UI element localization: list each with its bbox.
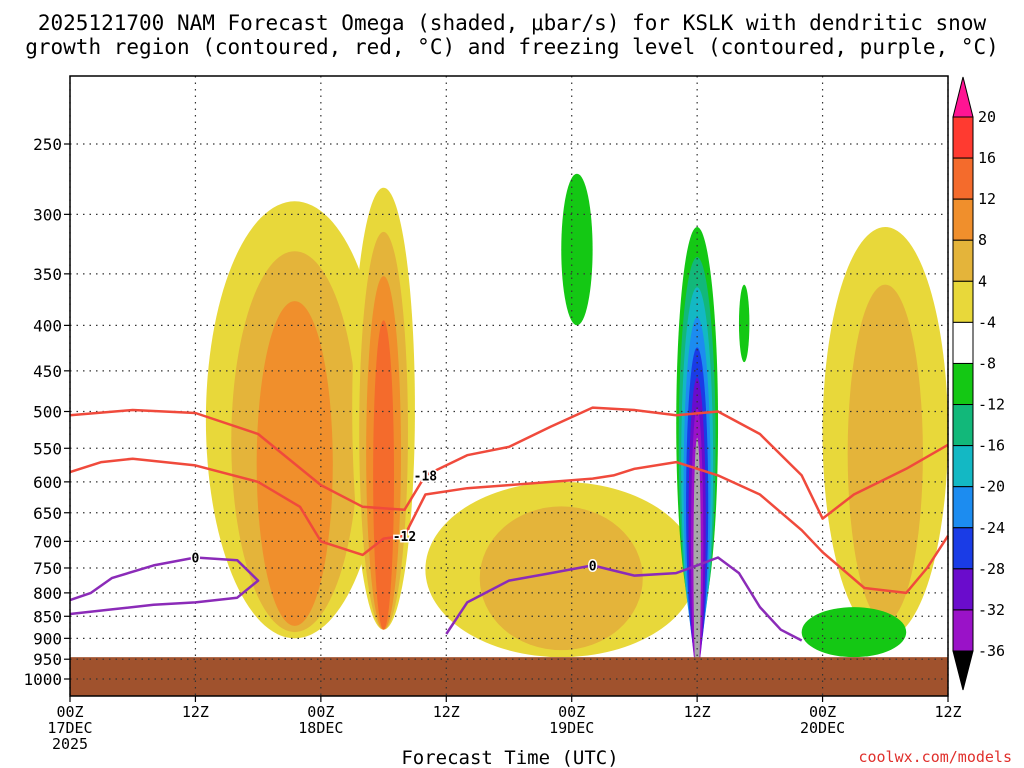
colorbar-band-11 (952, 568, 974, 611)
colorbar-top-arrow (952, 76, 974, 118)
colorbar-band-10 (952, 527, 974, 570)
contour-label-0: -18 (414, 469, 438, 484)
xtick-label-24-0: 00Z (307, 703, 334, 721)
ground-layer (70, 657, 948, 696)
contour-3 (445, 556, 803, 642)
contour-lines: -18 -12 0 0 (69, 406, 950, 642)
colorbar-band-5 (952, 321, 974, 364)
ytick-label-500: 500 (33, 403, 62, 422)
xtick-label-72-0: 00Z (809, 703, 836, 721)
omega-region-low-level-19-8 (479, 506, 643, 651)
chart-title-line1: 2025121700 NAM Forecast Omega (shaded, μ… (38, 11, 987, 35)
plot-frame (69, 75, 949, 697)
ytick-label-950: 950 (33, 650, 62, 669)
colorbar-label-11: -28 (978, 560, 1005, 578)
colorbar-bottom-arrow (952, 650, 974, 691)
omega-region-sink-19-12z--32 (693, 437, 701, 686)
contour-label-1: -12 (393, 530, 416, 545)
y-axis: 250 300 350 400 450 500 550 600 650 700 750 800 850 9… (23, 135, 70, 689)
colorbar-band-6 (952, 362, 974, 406)
colorbar-label-12: -32 (978, 601, 1005, 619)
colorbar-label-1: 16 (978, 149, 996, 167)
colorbar-band-7 (952, 404, 974, 447)
colorbar-label-7: -12 (978, 396, 1005, 414)
colorbar-label-6: -8 (978, 354, 996, 372)
xtick-label-84-0: 12Z (934, 703, 961, 721)
colorbar-label-10: -24 (978, 519, 1005, 537)
colorbar-label-2: 12 (978, 190, 996, 208)
colorbar-label-0: 20 (978, 108, 996, 126)
contour-1 (69, 457, 950, 595)
ytick-label-650: 650 (33, 504, 62, 523)
ground-fill (70, 657, 948, 696)
xtick-label-0-2: 2025 (52, 735, 88, 753)
colorbar-band-12 (952, 609, 974, 652)
colorbar-band-8 (952, 445, 974, 488)
ytick-label-1000: 1000 (23, 670, 62, 689)
xtick-label-0-0: 00Z (56, 703, 83, 721)
ytick-label-750: 750 (33, 559, 62, 578)
credit-text: coolwx.com/models (858, 748, 1012, 766)
colorbar-band-0 (952, 116, 974, 159)
colorbar: 20 16 12 8 4 -4 -8 -12 -16 -20 -24 -28 -32 -36 (952, 76, 1005, 691)
xtick-label-48-0: 00Z (558, 703, 585, 721)
ytick-label-450: 450 (33, 362, 62, 381)
ytick-label-700: 700 (33, 532, 62, 551)
ytick-label-350: 350 (33, 265, 62, 284)
omega-region-midday-18-16 (373, 320, 395, 630)
colorbar-band-2 (952, 198, 974, 241)
xtick-label-36-0: 12Z (433, 703, 460, 721)
ytick-label-850: 850 (33, 607, 62, 626)
colorbar-band-1 (952, 157, 974, 200)
contour-2 (69, 556, 260, 616)
ytick-label-550: 550 (33, 439, 62, 458)
xtick-label-60-0: 12Z (684, 703, 711, 721)
ytick-label-400: 400 (33, 316, 62, 335)
ytick-label-800: 800 (33, 584, 62, 603)
x-axis-label: Forecast Time (UTC) (401, 747, 618, 768)
colorbar-label-4: 4 (978, 272, 987, 290)
colorbar-label-9: -20 (978, 478, 1005, 496)
omega-region-upper-sink-b--4 (738, 284, 750, 363)
ytick-label-600: 600 (33, 473, 62, 492)
omega-region-upper-sink-19--4 (561, 173, 593, 326)
colorbar-label-8: -16 (978, 437, 1005, 455)
omega-region-low-sink-20--4 (801, 607, 907, 658)
contour-label-2: 0 (192, 552, 200, 567)
xtick-label-24-1: 18DEC (298, 719, 343, 737)
colorbar-label-3: 8 (978, 231, 987, 249)
colorbar-label-13: -36 (978, 642, 1005, 660)
colorbar-band-3 (952, 239, 974, 282)
colorbar-band-4 (952, 280, 974, 323)
colorbar-band-9 (952, 486, 974, 529)
xtick-label-12-0: 12Z (182, 703, 209, 721)
ytick-label-250: 250 (33, 135, 62, 154)
xtick-label-0-1: 17DEC (47, 719, 92, 737)
contour-0 (69, 406, 949, 520)
contour-label-3: 0 (589, 559, 597, 574)
omega-region-late-ascent-8 (847, 284, 923, 622)
colorbar-label-5: -4 (978, 313, 996, 331)
xtick-label-72-1: 20DEC (800, 719, 845, 737)
ytick-label-300: 300 (33, 205, 62, 224)
xtick-label-48-1: 19DEC (549, 719, 594, 737)
ytick-label-900: 900 (33, 629, 62, 648)
chart-title-line2: growth region (contoured, red, °C) and f… (25, 35, 999, 59)
omega-shading (205, 173, 948, 686)
